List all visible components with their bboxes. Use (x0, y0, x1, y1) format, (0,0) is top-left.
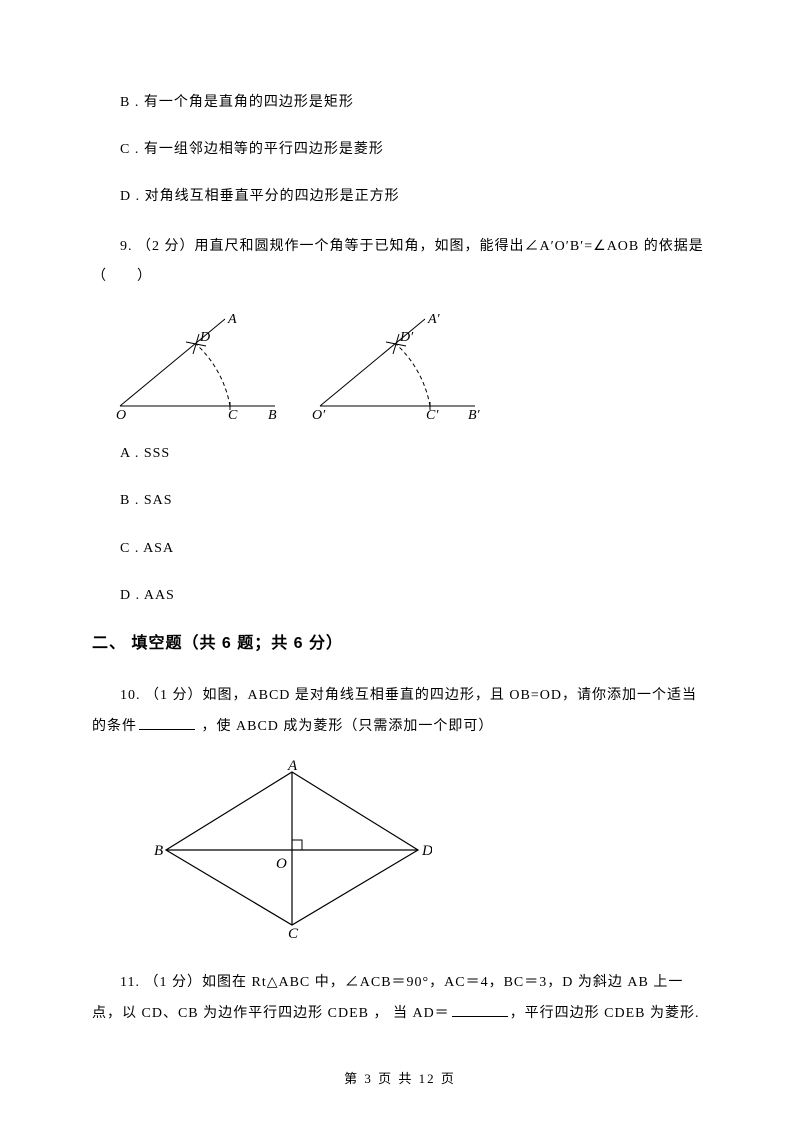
svg-text:A: A (287, 760, 298, 774)
svg-text:D: D (421, 843, 432, 859)
q9-option-c: C . ASA (92, 536, 708, 561)
svg-text:D: D (199, 330, 210, 345)
q10-stem: 10. （1 分）如图，ABCD 是对角线互相垂直的四边形，且 OB=OD，请你… (92, 681, 708, 743)
section-2-title: 二、 填空题（共 6 题；共 6 分） (92, 630, 708, 659)
q9-option-d: D . AAS (92, 583, 708, 608)
q9-option-b: B . SAS (92, 488, 708, 513)
svg-text:A′: A′ (427, 312, 441, 327)
q11-stem: 11. （1 分）如图在 Rt△ABC 中，∠ACB＝90°，AC＝4，BC＝3… (92, 968, 708, 1030)
svg-text:C: C (228, 408, 238, 421)
q11-blank (452, 1003, 508, 1017)
q8-option-b: B . 有一个角是直角的四边形是矩形 (92, 90, 708, 115)
svg-text:B′: B′ (468, 408, 480, 421)
svg-text:O′: O′ (312, 408, 326, 421)
svg-text:D′: D′ (399, 330, 414, 345)
q8-option-d: D . 对角线互相垂直平分的四边形是正方形 (92, 184, 708, 209)
q10-stem-b: ，使 ABCD 成为菱形（只需添加一个即可） (197, 719, 493, 734)
svg-text:C: C (288, 926, 299, 940)
svg-text:B: B (268, 408, 277, 421)
page-footer: 第 3 页 共 12 页 (0, 1067, 800, 1090)
svg-text:O: O (116, 408, 126, 421)
svg-text:A: A (227, 312, 237, 327)
q10-blank (139, 716, 195, 730)
q10-figure: A B C D O (152, 760, 708, 940)
svg-text:C′: C′ (426, 408, 439, 421)
q9-options: A . SSS B . SAS C . ASA D . AAS (92, 441, 708, 608)
q11-stem-b: ，平行四边形 CDEB 为菱形. (510, 1006, 700, 1021)
q8-option-c: C . 有一组邻边相等的平行四边形是菱形 (92, 137, 708, 162)
svg-text:O: O (276, 856, 287, 872)
q9-stem: 9. （2 分）用直尺和圆规作一个角等于已知角，如图，能得出∠A′O′B′=∠A… (92, 232, 708, 294)
svg-text:B: B (154, 843, 163, 859)
q9-option-a: A . SSS (92, 441, 708, 466)
q9-figure: O A B C D O′ A′ B′ C′ D′ (110, 311, 708, 421)
